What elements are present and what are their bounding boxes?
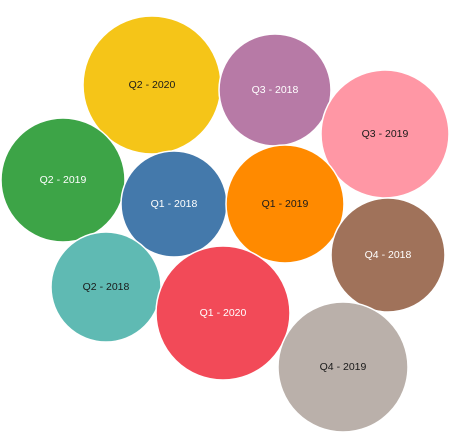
bubble-q1-2020[interactable]: Q1 - 2020 — [155, 245, 291, 381]
bubble-q1-2019[interactable]: Q1 - 2019 — [225, 144, 345, 264]
bubble-q1-2018[interactable]: Q1 - 2018 — [120, 150, 228, 258]
bubble-label-q1-2020: Q1 - 2020 — [200, 307, 247, 319]
bubble-circle-q1-2020[interactable] — [155, 245, 291, 381]
bubble-q3-2019[interactable]: Q3 - 2019 — [320, 69, 450, 199]
bubble-q3-2018[interactable]: Q3 - 2018 — [218, 33, 332, 147]
bubble-q2-2019[interactable]: Q2 - 2019 — [0, 117, 126, 243]
bubble-q4-2019[interactable]: Q4 - 2019 — [277, 301, 409, 433]
bubble-q4-2018[interactable]: Q4 - 2018 — [330, 197, 446, 313]
bubble-label-q2-2019: Q2 - 2019 — [40, 174, 87, 186]
bubble-label-q4-2018: Q4 - 2018 — [365, 249, 412, 261]
bubble-label-q2-2020: Q2 - 2020 — [129, 79, 176, 91]
bubble-label-q4-2019: Q4 - 2019 — [320, 361, 367, 373]
bubble-label-q1-2019: Q1 - 2019 — [262, 198, 309, 210]
bubble-label-q1-2018: Q1 - 2018 — [151, 198, 198, 210]
bubble-label-q3-2018: Q3 - 2018 — [252, 84, 299, 96]
bubble-circle-q4-2019[interactable] — [277, 301, 409, 433]
bubble-label-q2-2018: Q2 - 2018 — [83, 281, 130, 293]
bubble-label-q3-2019: Q3 - 2019 — [362, 128, 409, 140]
bubble-circle-q1-2019[interactable] — [225, 144, 345, 264]
bubble-q2-2018[interactable]: Q2 - 2018 — [50, 231, 162, 343]
bubble-circle-q4-2018[interactable] — [330, 197, 446, 313]
bubble-circle-q2-2019[interactable] — [0, 117, 126, 243]
